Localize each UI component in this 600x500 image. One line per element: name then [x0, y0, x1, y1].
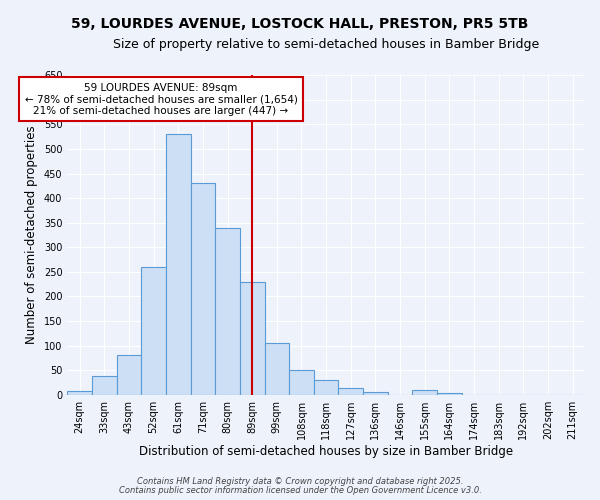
Bar — [338, 388, 363, 394]
Bar — [215, 228, 240, 394]
Bar — [116, 356, 141, 395]
Bar — [240, 282, 265, 395]
Bar — [191, 184, 215, 394]
Bar — [289, 370, 314, 394]
Text: 59 LOURDES AVENUE: 89sqm
← 78% of semi-detached houses are smaller (1,654)
21% o: 59 LOURDES AVENUE: 89sqm ← 78% of semi-d… — [25, 82, 298, 116]
Bar — [265, 343, 289, 394]
Text: Contains public sector information licensed under the Open Government Licence v3: Contains public sector information licen… — [119, 486, 481, 495]
Title: Size of property relative to semi-detached houses in Bamber Bridge: Size of property relative to semi-detach… — [113, 38, 539, 51]
Bar — [67, 391, 92, 394]
Bar — [314, 380, 338, 394]
Bar — [92, 376, 116, 394]
Bar — [141, 267, 166, 394]
Bar — [437, 393, 462, 394]
Text: 59, LOURDES AVENUE, LOSTOCK HALL, PRESTON, PR5 5TB: 59, LOURDES AVENUE, LOSTOCK HALL, PRESTO… — [71, 18, 529, 32]
Bar — [412, 390, 437, 394]
Bar — [363, 392, 388, 394]
Bar — [166, 134, 191, 394]
Text: Contains HM Land Registry data © Crown copyright and database right 2025.: Contains HM Land Registry data © Crown c… — [137, 477, 463, 486]
Y-axis label: Number of semi-detached properties: Number of semi-detached properties — [25, 126, 38, 344]
X-axis label: Distribution of semi-detached houses by size in Bamber Bridge: Distribution of semi-detached houses by … — [139, 444, 513, 458]
